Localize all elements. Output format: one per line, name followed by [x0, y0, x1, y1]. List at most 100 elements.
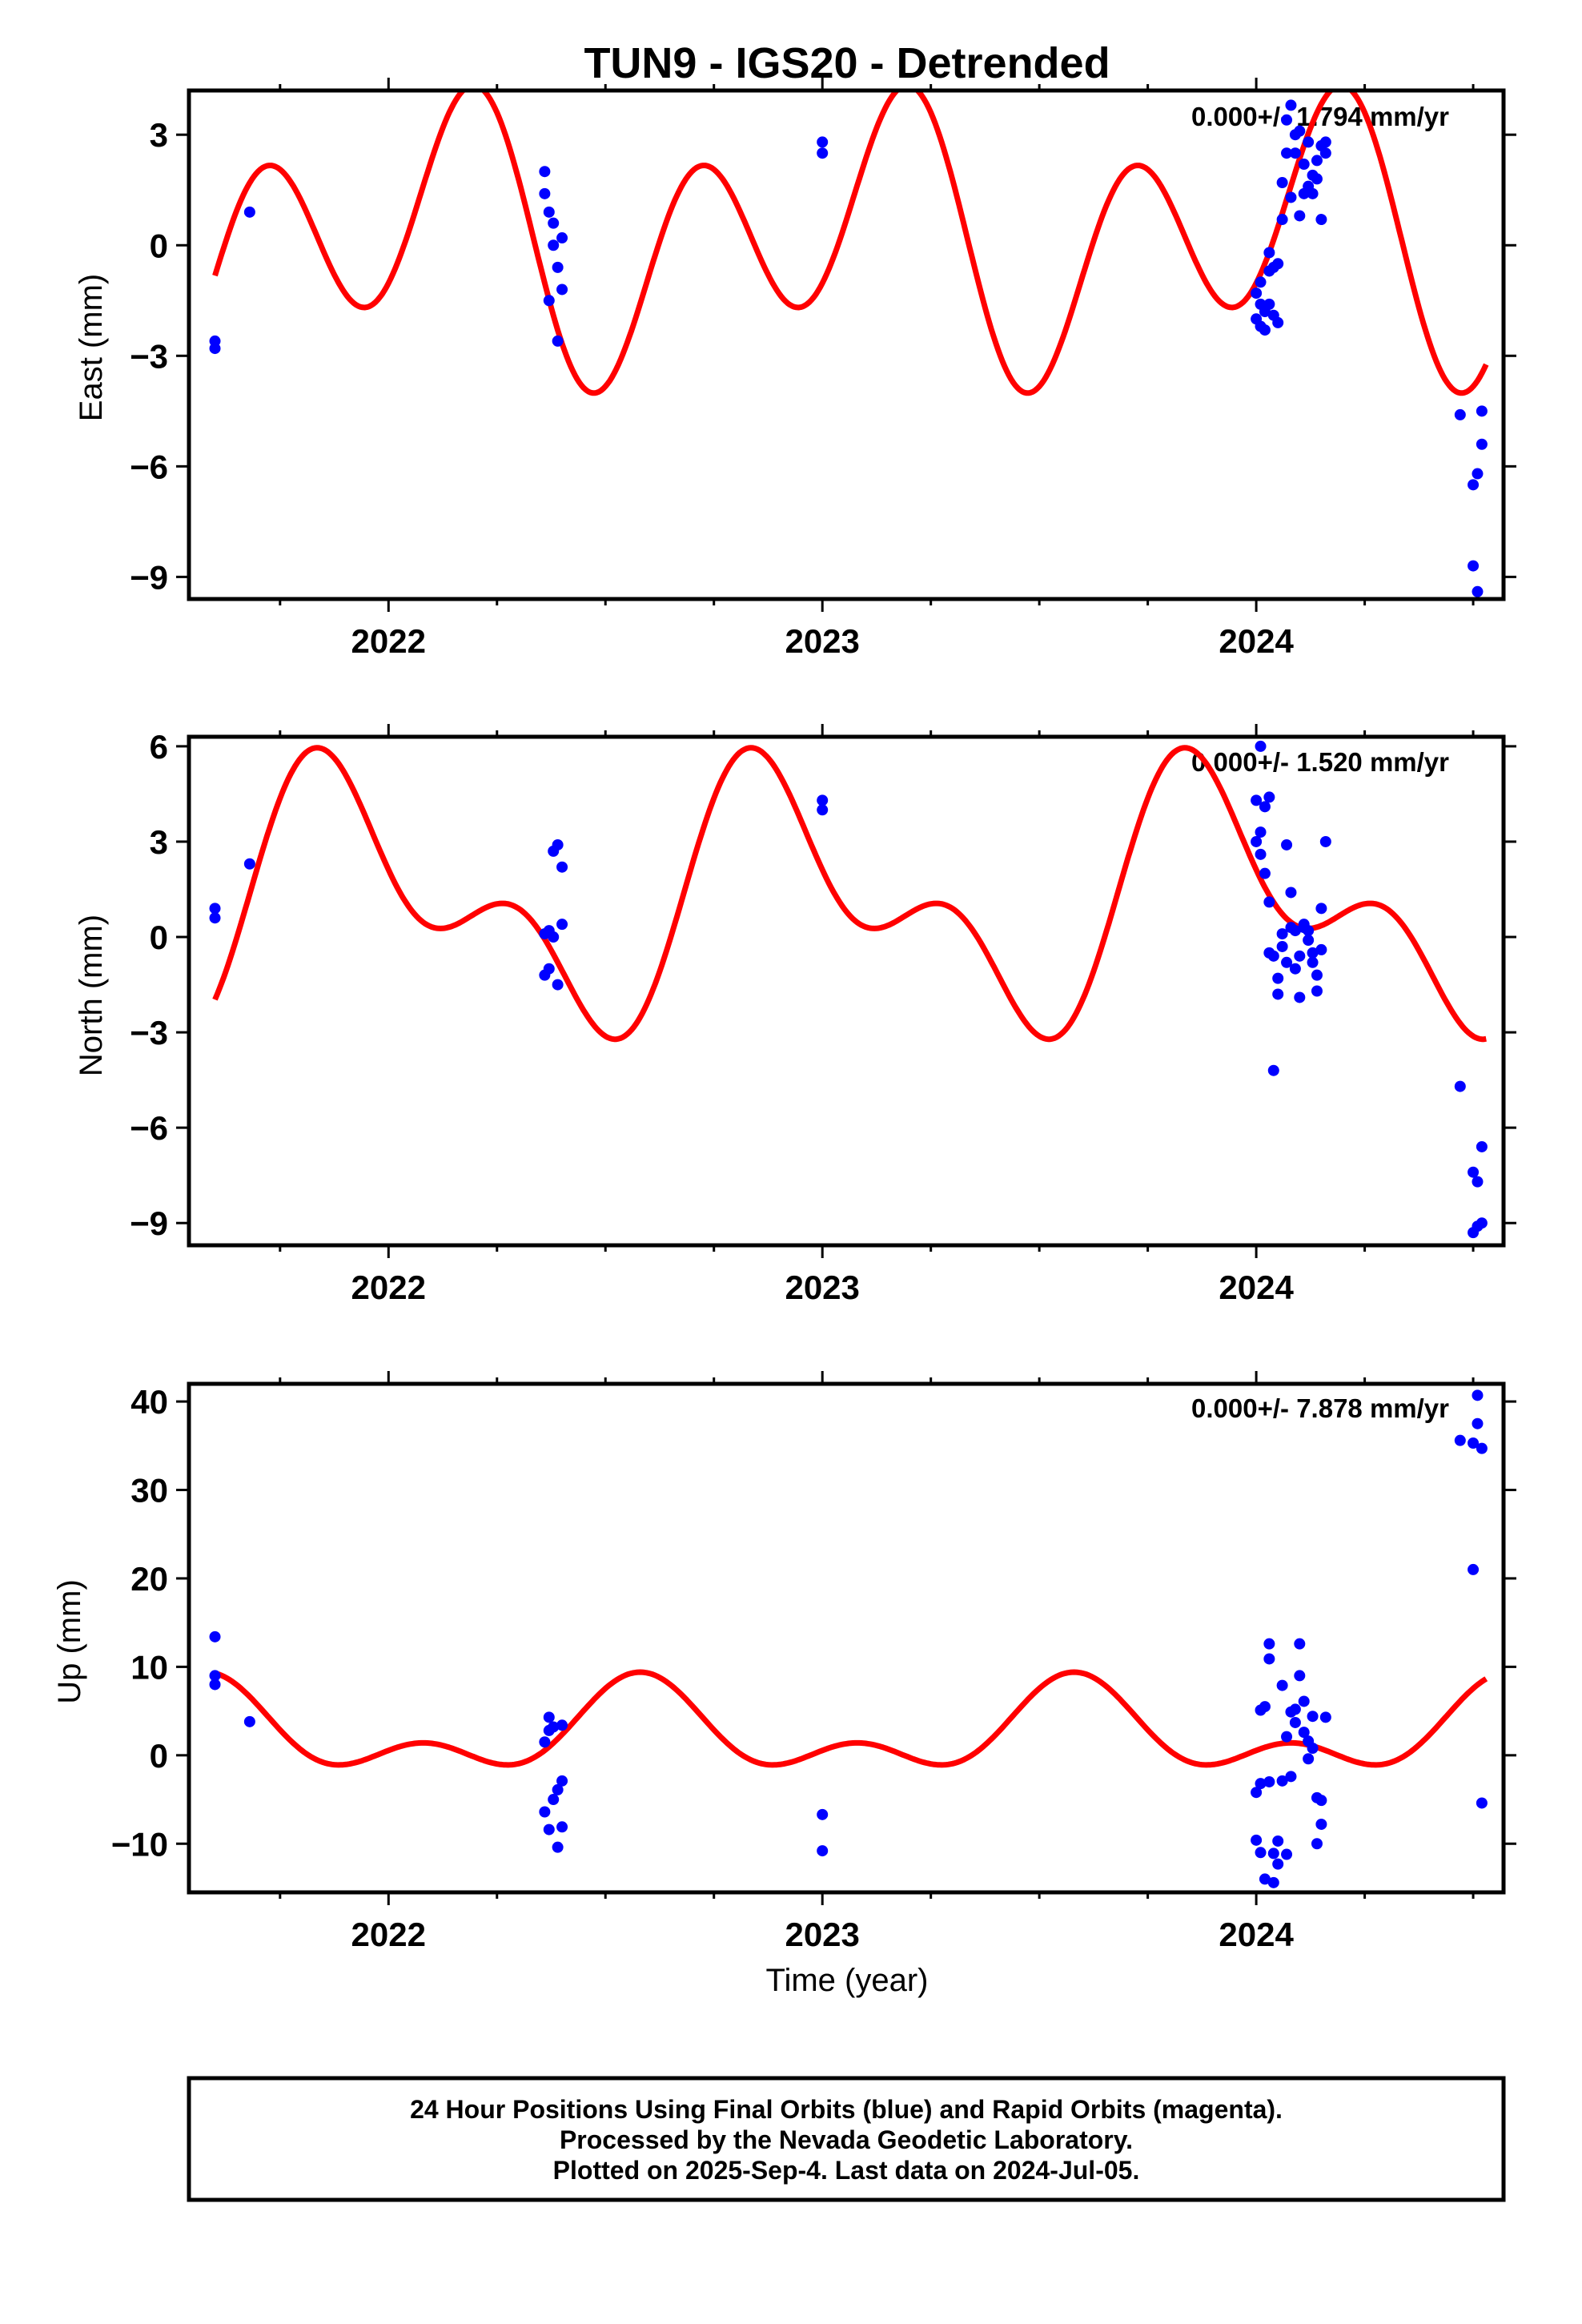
north-data-point [1272, 988, 1284, 1000]
east-data-point [1263, 298, 1275, 310]
east-model-curve [212, 90, 1489, 396]
up-plot-frame [187, 1381, 1506, 1895]
east-data-point [1303, 136, 1315, 148]
east-y-tick-label: 0 [150, 227, 168, 264]
east-data-point [1255, 276, 1267, 288]
up-y-tick-label: 10 [130, 1648, 168, 1686]
up-data-point [1281, 1848, 1293, 1860]
up-data-point [556, 1775, 568, 1787]
east-data-point [1259, 324, 1271, 336]
up-data-point [1263, 1653, 1275, 1665]
east-data-point [1276, 177, 1288, 189]
north-data-point [817, 794, 829, 806]
north-y-tick-label: 6 [150, 728, 168, 766]
up-data-point [1263, 1638, 1275, 1650]
up-data-point [1454, 1434, 1466, 1446]
north-data-point [1267, 950, 1279, 962]
east-data-point [1319, 136, 1331, 148]
north-data-point [1267, 1064, 1279, 1076]
up-data-point [1315, 1818, 1327, 1830]
north-data-point [552, 979, 564, 991]
up-data-point [1476, 1797, 1488, 1809]
east-y-tick-label: −3 [130, 337, 168, 375]
east-data-point [1289, 147, 1301, 159]
up-data-point [209, 1679, 221, 1691]
north-x-tick-label: 2023 [785, 1269, 859, 1306]
east-x-tick-label: 2023 [785, 622, 859, 660]
east-data-point [1281, 114, 1293, 126]
up-data-point [1272, 1858, 1284, 1870]
north-data-point [1315, 943, 1327, 955]
east-data-point [1319, 147, 1331, 159]
north-data-point [1263, 791, 1275, 803]
north-data-point [1476, 1140, 1488, 1152]
north-y-tick-label: −6 [130, 1109, 168, 1147]
up-data-point [1251, 1787, 1263, 1799]
north-data-point [1289, 925, 1301, 937]
north-data-point [1315, 903, 1327, 915]
north-data-point [1285, 887, 1297, 899]
north-data-point [1454, 1080, 1466, 1092]
east-data-point [1272, 316, 1284, 328]
footer-line-2: Processed by the Nevada Geodetic Laborat… [560, 2125, 1133, 2154]
east-data-point [539, 166, 551, 178]
north-data-point [1281, 838, 1293, 850]
up-data-point [1294, 1638, 1306, 1650]
east-data-point [1263, 247, 1275, 259]
up-data-point [1276, 1679, 1288, 1691]
up-data-point [539, 1736, 551, 1748]
up-data-point [1468, 1437, 1480, 1449]
east-data-point [552, 335, 564, 347]
up-data-point [1472, 1417, 1484, 1429]
north-rate-label: 0.000+/- 1.520 mm/yr [1191, 747, 1449, 777]
east-data-point [1285, 99, 1297, 111]
east-y-tick-label: −9 [130, 558, 168, 596]
up-data-point [1272, 1835, 1284, 1847]
east-data-point [1285, 191, 1297, 203]
up-data-point [1255, 1847, 1267, 1859]
east-x-tick-label: 2022 [351, 622, 426, 660]
north-data-point [1307, 956, 1319, 968]
up-data-point [1311, 1838, 1323, 1850]
east-data-point [817, 147, 829, 159]
up-data-point [1251, 1834, 1263, 1846]
east-data-point [209, 343, 221, 355]
east-data-point [1315, 214, 1327, 226]
up-data-point [1298, 1695, 1310, 1707]
east-data-point [1294, 210, 1306, 222]
east-data-point [1281, 147, 1293, 159]
north-y-tick-label: −3 [130, 1014, 168, 1051]
chart-title: TUN9 - IGS20 - Detrended [584, 39, 1110, 87]
north-y-axis-label: North (mm) [74, 915, 109, 1076]
east-data-point [1294, 125, 1306, 137]
east-data-point [556, 232, 568, 244]
up-data-point [209, 1630, 221, 1642]
east-data-point [243, 206, 255, 218]
up-data-point [1276, 1775, 1288, 1787]
north-data-point [1276, 940, 1288, 952]
north-data-point [543, 963, 555, 975]
east-data-point [556, 283, 568, 296]
north-data-point [556, 919, 568, 931]
footer-line-1: 24 Hour Positions Using Final Orbits (bl… [410, 2095, 1283, 2124]
footer-line-3: Plotted on 2025-Sep-4. Last data on 2024… [553, 2156, 1140, 2185]
north-plot-frame [187, 734, 1506, 1248]
footer-box [187, 2076, 1506, 2202]
up-data-point [548, 1721, 560, 1733]
up-model-curve [214, 1669, 1488, 1768]
up-data-point [243, 1715, 255, 1727]
up-data-point [552, 1783, 564, 1795]
north-y-tick-label: 3 [150, 823, 168, 861]
north-data-point [1263, 896, 1275, 908]
east-data-point [1276, 214, 1288, 226]
north-data-point [1255, 740, 1267, 752]
up-data-point [1472, 1389, 1484, 1401]
up-data-point [543, 1823, 555, 1835]
up-y-tick-label: 20 [130, 1560, 168, 1598]
east-data-point [1472, 468, 1484, 480]
east-data-point [1476, 438, 1488, 450]
up-rate-label: 0.000+/- 7.878 mm/yr [1191, 1393, 1449, 1423]
north-y-tick-label: −9 [130, 1204, 168, 1242]
north-data-point [817, 804, 829, 816]
up-data-point [1267, 1848, 1279, 1860]
